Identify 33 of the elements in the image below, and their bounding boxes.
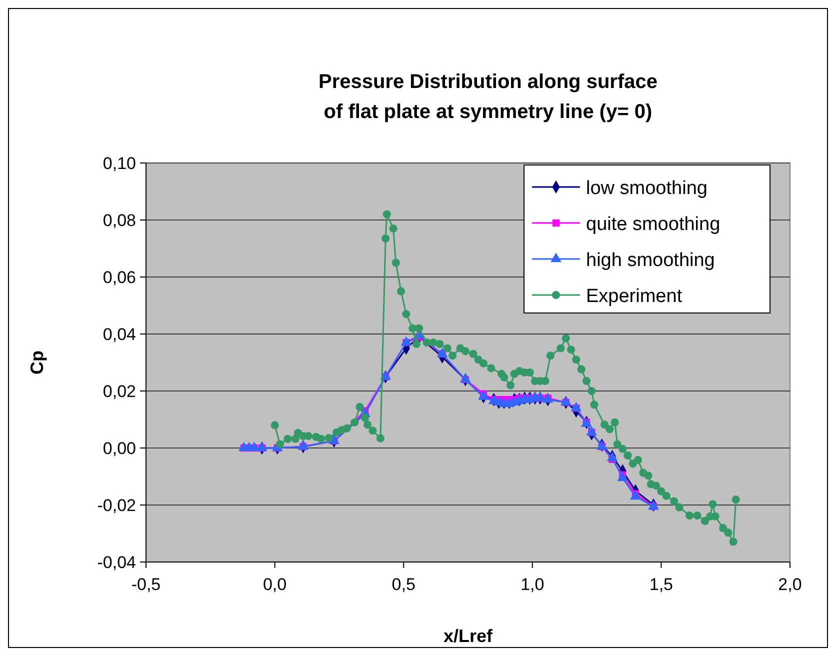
x-tick-label: 0,5 <box>392 575 416 594</box>
point <box>460 373 471 383</box>
point <box>478 390 489 400</box>
y-tick-label: 0,02 <box>102 382 136 401</box>
y-tick-label: 0,04 <box>102 325 136 344</box>
point <box>630 490 641 500</box>
point <box>560 396 572 406</box>
point <box>586 426 598 436</box>
y-axis-title: Cp <box>27 350 47 374</box>
point <box>534 392 546 402</box>
legend-label: high smoothing <box>586 250 715 271</box>
y-tick-label: 0,08 <box>102 211 136 230</box>
x-tick-label: 2,0 <box>778 575 802 594</box>
x-tick-label: 1,5 <box>649 575 674 594</box>
point <box>400 336 412 346</box>
point <box>436 348 448 358</box>
x-axis-title: x/Lref <box>443 626 494 646</box>
point <box>570 402 582 412</box>
point <box>617 472 628 482</box>
y-tick-label: 0,06 <box>102 268 136 287</box>
point <box>298 440 309 450</box>
x-tick-label: -0,5 <box>131 575 161 594</box>
x-tick-label: 1,0 <box>520 575 544 594</box>
y-tick-label: -0,02 <box>97 496 136 515</box>
legend-label: quite smoothing <box>586 214 720 235</box>
x-tick-label: 0,0 <box>262 575 287 594</box>
y-tick-label: -0,04 <box>97 553 136 572</box>
chart-title: Pressure Distribution along surface of flat plate at symmetry line (y= 0) <box>318 71 658 123</box>
y-tick-label: 0,10 <box>102 154 136 173</box>
legend-label: low smoothing <box>586 178 708 199</box>
y-tick-label: 0,00 <box>102 439 136 458</box>
legend-label: Experiment <box>586 286 683 307</box>
point <box>256 442 268 452</box>
